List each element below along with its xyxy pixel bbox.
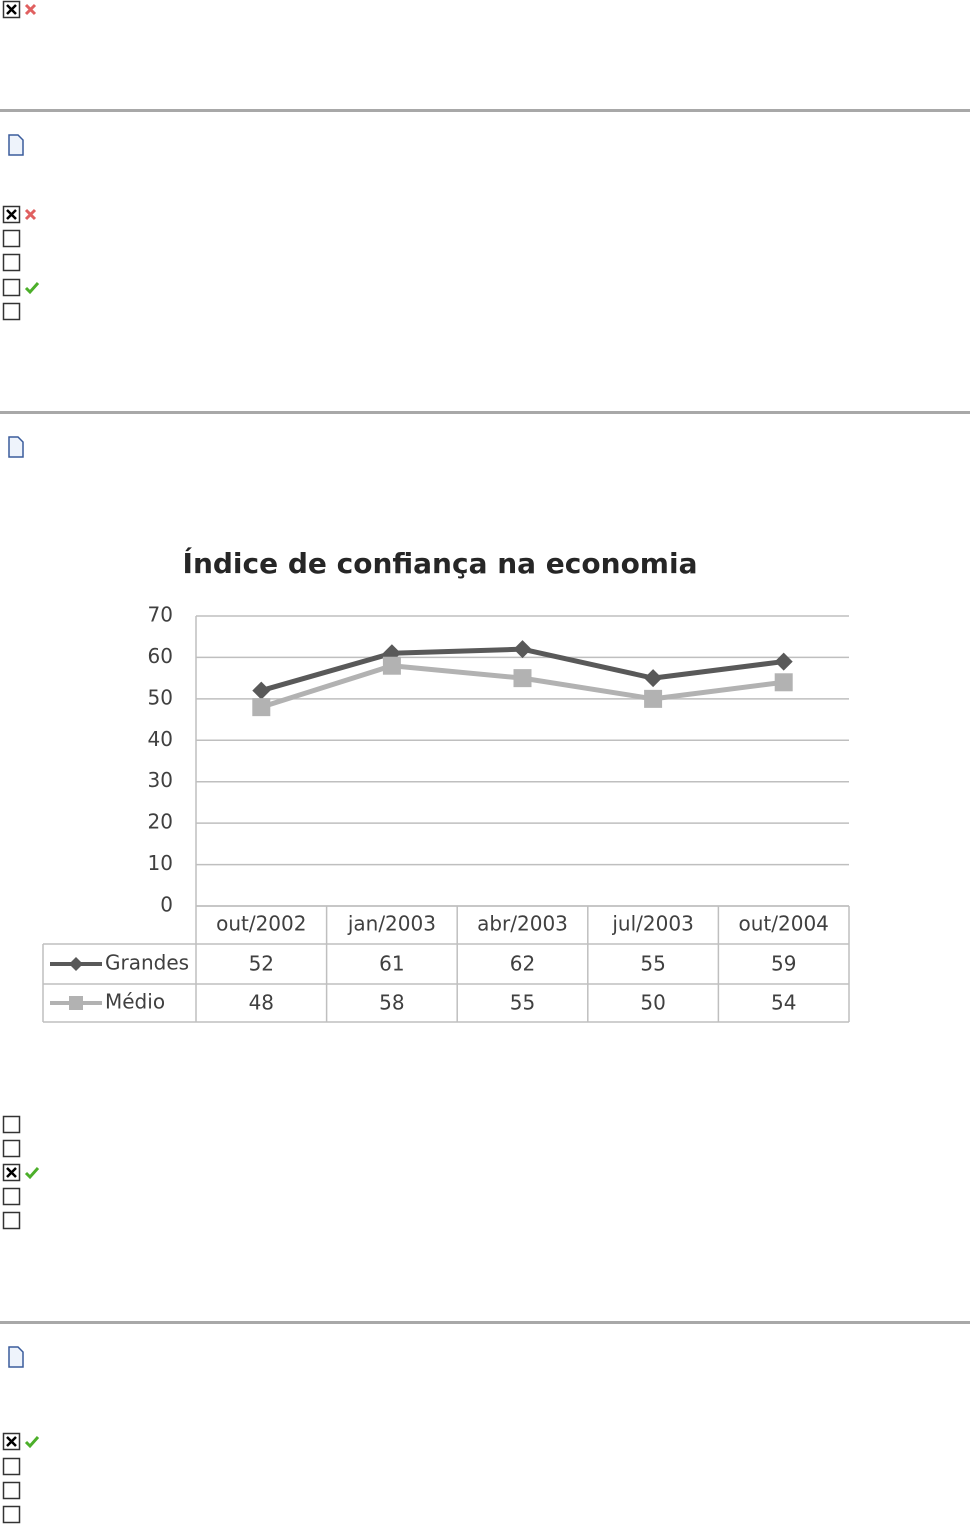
separator [0, 1321, 970, 1324]
checkbox-mark [6, 1436, 17, 1447]
x-tick-label: out/2004 [739, 912, 829, 936]
wrong-icon [24, 3, 37, 16]
y-tick-label: 10 [148, 851, 173, 875]
x-tick-label: out/2002 [216, 912, 306, 936]
checkbox[interactable] [2, 229, 21, 248]
document-icon [8, 134, 24, 156]
y-tick-label: 50 [148, 685, 173, 709]
separator [0, 109, 970, 112]
table-value: 62 [510, 952, 535, 976]
marker [69, 996, 83, 1010]
marker [69, 957, 83, 971]
document-icon [8, 1346, 24, 1368]
table-value: 55 [510, 991, 535, 1015]
checkbox[interactable] [2, 1481, 21, 1500]
x-tick-label: jul/2003 [611, 912, 693, 936]
checkbox[interactable] [2, 1211, 21, 1230]
checkbox[interactable] [2, 1505, 21, 1524]
marker [644, 669, 663, 688]
legend-label: Médio [105, 990, 165, 1014]
y-tick-label: 20 [148, 810, 173, 834]
table-value: 48 [249, 991, 274, 1015]
table-value: 52 [249, 952, 274, 976]
marker [252, 698, 271, 717]
table-value: 54 [771, 991, 796, 1015]
y-tick-label: 70 [148, 603, 173, 627]
separator [0, 411, 970, 414]
legend-label: Grandes [105, 951, 189, 975]
checkbox[interactable] [2, 278, 21, 297]
marker [382, 656, 401, 675]
checkbox-mark [6, 1167, 17, 1178]
marker [774, 652, 793, 671]
checkbox[interactable] [2, 1115, 21, 1134]
document-icon [8, 436, 24, 458]
table-value: 59 [771, 952, 796, 976]
y-tick-label: 30 [148, 768, 173, 792]
checkbox[interactable] [2, 1187, 21, 1206]
y-tick-label: 0 [160, 893, 173, 917]
table-value: 61 [379, 952, 404, 976]
marker [513, 640, 532, 659]
checkbox[interactable] [2, 302, 21, 321]
marker [513, 669, 532, 688]
table-value: 50 [640, 991, 665, 1015]
y-tick-label: 60 [148, 644, 173, 668]
checkbox[interactable] [2, 1139, 21, 1158]
x-tick-label: abr/2003 [477, 912, 568, 936]
marker [644, 689, 663, 708]
table-value: 55 [640, 952, 665, 976]
right-icon [24, 1167, 40, 1180]
marker [774, 673, 793, 692]
right-icon [24, 1436, 40, 1449]
right-icon [24, 282, 40, 295]
chart-title: Índice de confiança na economia [183, 546, 698, 580]
wrong-icon [24, 208, 37, 221]
checkbox[interactable] [2, 253, 21, 272]
checkbox[interactable] [2, 1457, 21, 1476]
table-value: 58 [379, 991, 404, 1015]
x-tick-label: jan/2003 [347, 912, 436, 936]
marker [252, 681, 271, 700]
checkbox-mark [6, 209, 17, 220]
checkbox-mark [6, 4, 17, 15]
y-tick-label: 40 [148, 727, 173, 751]
